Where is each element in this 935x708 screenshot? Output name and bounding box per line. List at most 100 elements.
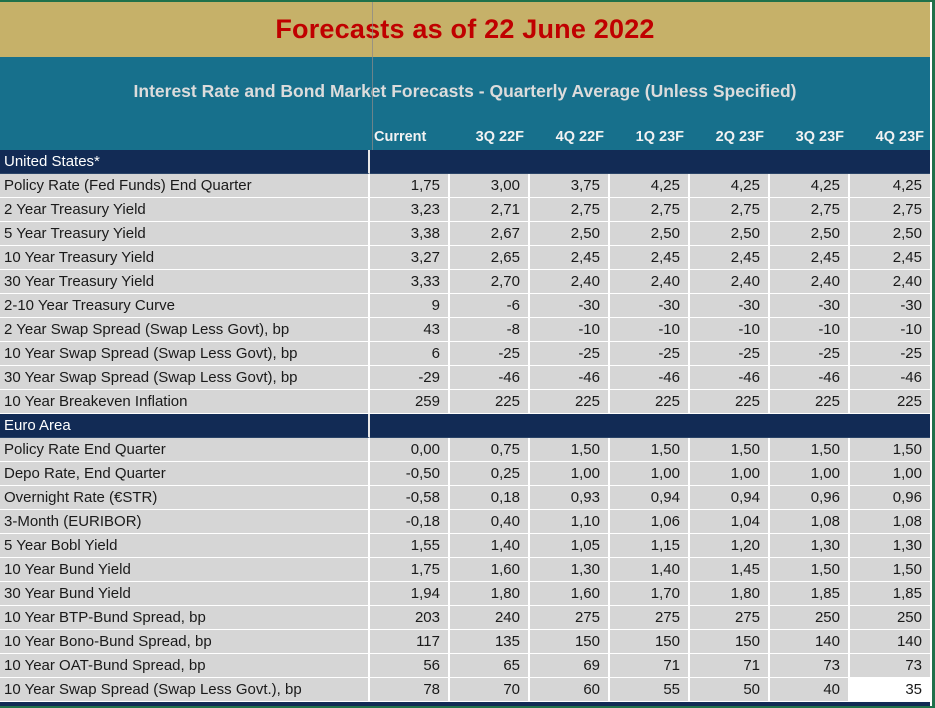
value-cell[interactable]: 1,50 (850, 558, 930, 582)
value-cell[interactable]: 140 (850, 630, 930, 654)
value-cell[interactable]: 78 (370, 678, 450, 702)
value-cell[interactable]: 1,00 (770, 462, 850, 486)
value-cell[interactable]: 3,38 (370, 222, 450, 246)
value-cell[interactable]: 1,04 (690, 510, 770, 534)
value-cell[interactable]: 225 (690, 390, 770, 414)
value-cell[interactable]: 73 (850, 654, 930, 678)
row-label-cell[interactable]: 2 Year Swap Spread (Swap Less Govt), bp (0, 318, 370, 342)
value-cell[interactable]: 1,00 (530, 462, 610, 486)
row-label-cell[interactable]: 5 Year Treasury Yield (0, 222, 370, 246)
value-cell[interactable]: 0,94 (690, 486, 770, 510)
value-cell[interactable]: -0,50 (370, 462, 450, 486)
value-cell[interactable]: 56 (370, 654, 450, 678)
value-cell[interactable]: 2,50 (690, 222, 770, 246)
value-cell[interactable]: 225 (450, 390, 530, 414)
row-label-cell[interactable]: 5 Year Bobl Yield (0, 534, 370, 558)
value-cell[interactable]: -25 (690, 342, 770, 366)
value-cell[interactable]: -10 (610, 318, 690, 342)
value-cell[interactable]: 1,06 (610, 510, 690, 534)
value-cell[interactable]: 1,45 (690, 558, 770, 582)
value-cell[interactable]: 2,75 (770, 198, 850, 222)
value-cell[interactable]: 3,33 (370, 270, 450, 294)
value-cell[interactable]: -46 (850, 366, 930, 390)
value-cell[interactable]: -0,18 (370, 510, 450, 534)
value-cell[interactable]: 1,40 (610, 558, 690, 582)
value-cell[interactable]: 1,94 (370, 582, 450, 606)
row-label-cell[interactable]: Overnight Rate (€STR) (0, 486, 370, 510)
value-cell[interactable]: 1,08 (770, 510, 850, 534)
value-cell[interactable]: 1,08 (850, 510, 930, 534)
value-cell[interactable]: 43 (370, 318, 450, 342)
value-cell[interactable]: -25 (610, 342, 690, 366)
value-cell[interactable]: -25 (850, 342, 930, 366)
value-cell[interactable]: 275 (530, 606, 610, 630)
value-cell[interactable]: 0,94 (610, 486, 690, 510)
value-cell[interactable]: 150 (690, 630, 770, 654)
value-cell[interactable]: 2,75 (610, 198, 690, 222)
value-cell[interactable]: 135 (450, 630, 530, 654)
row-label-cell[interactable]: Policy Rate (Fed Funds) End Quarter (0, 174, 370, 198)
value-cell[interactable]: 2,50 (850, 222, 930, 246)
row-label-cell[interactable]: 10 Year OAT-Bund Spread, bp (0, 654, 370, 678)
value-cell[interactable]: -30 (610, 294, 690, 318)
value-cell[interactable]: 4,25 (690, 174, 770, 198)
row-label-cell[interactable]: 30 Year Bund Yield (0, 582, 370, 606)
value-cell[interactable]: 240 (450, 606, 530, 630)
value-cell[interactable]: 150 (610, 630, 690, 654)
value-cell[interactable]: 1,50 (850, 438, 930, 462)
row-label-cell[interactable]: 3-Month (EURIBOR) (0, 510, 370, 534)
value-cell[interactable]: 1,00 (850, 462, 930, 486)
value-cell[interactable]: 2,40 (530, 270, 610, 294)
value-cell[interactable]: 40 (770, 678, 850, 702)
value-cell[interactable]: 117 (370, 630, 450, 654)
value-cell[interactable]: 2,75 (690, 198, 770, 222)
value-cell[interactable]: 1,50 (690, 438, 770, 462)
value-cell[interactable]: 1,15 (610, 534, 690, 558)
row-label-cell[interactable]: 10 Year Bund Yield (0, 558, 370, 582)
value-cell[interactable]: 2,45 (770, 246, 850, 270)
value-cell[interactable]: 0,40 (450, 510, 530, 534)
value-cell[interactable]: 1,75 (370, 558, 450, 582)
value-cell[interactable]: 2,67 (450, 222, 530, 246)
section-header[interactable]: Euro Area (0, 414, 370, 438)
value-cell[interactable]: 0,00 (370, 438, 450, 462)
value-cell[interactable]: 1,55 (370, 534, 450, 558)
value-cell[interactable]: -30 (850, 294, 930, 318)
value-cell[interactable]: 203 (370, 606, 450, 630)
value-cell[interactable]: 55 (610, 678, 690, 702)
value-cell[interactable]: 150 (530, 630, 610, 654)
row-label-cell[interactable]: 30 Year Treasury Yield (0, 270, 370, 294)
value-cell[interactable]: 0,93 (530, 486, 610, 510)
value-cell[interactable]: 2,40 (690, 270, 770, 294)
value-cell[interactable]: 2,50 (610, 222, 690, 246)
value-cell[interactable]: -46 (450, 366, 530, 390)
value-cell[interactable]: 275 (610, 606, 690, 630)
value-cell[interactable]: 73 (770, 654, 850, 678)
value-cell[interactable]: 1,85 (850, 582, 930, 606)
value-cell[interactable]: 140 (770, 630, 850, 654)
value-cell[interactable]: 1,50 (610, 438, 690, 462)
row-label-cell[interactable]: 10 Year Breakeven Inflation (0, 390, 370, 414)
value-cell[interactable]: 0,25 (450, 462, 530, 486)
value-cell[interactable]: 3,75 (530, 174, 610, 198)
value-cell[interactable]: 1,20 (690, 534, 770, 558)
value-cell[interactable]: -29 (370, 366, 450, 390)
selected-cell[interactable]: 35 (850, 678, 930, 702)
value-cell[interactable]: 225 (850, 390, 930, 414)
value-cell[interactable]: -10 (770, 318, 850, 342)
value-cell[interactable]: 2,70 (450, 270, 530, 294)
value-cell[interactable]: 50 (690, 678, 770, 702)
value-cell[interactable]: -25 (530, 342, 610, 366)
value-cell[interactable]: 0,96 (850, 486, 930, 510)
value-cell[interactable]: 2,40 (610, 270, 690, 294)
section-header[interactable]: United States* (0, 150, 370, 174)
value-cell[interactable]: -46 (610, 366, 690, 390)
value-cell[interactable]: -46 (770, 366, 850, 390)
value-cell[interactable]: 1,30 (770, 534, 850, 558)
value-cell[interactable]: 1,05 (530, 534, 610, 558)
value-cell[interactable]: 2,50 (770, 222, 850, 246)
value-cell[interactable]: 71 (690, 654, 770, 678)
value-cell[interactable]: 4,25 (770, 174, 850, 198)
value-cell[interactable]: -0,58 (370, 486, 450, 510)
row-label-cell[interactable]: 2-10 Year Treasury Curve (0, 294, 370, 318)
